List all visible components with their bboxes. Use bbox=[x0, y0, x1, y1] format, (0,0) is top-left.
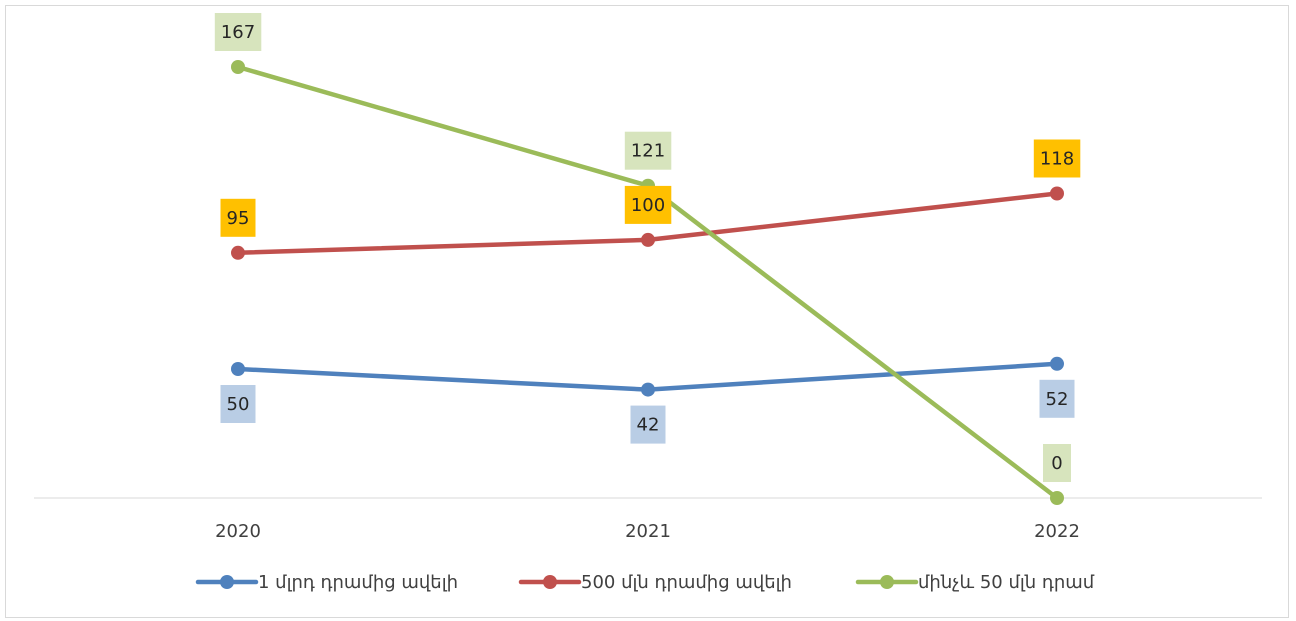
data-label-box bbox=[220, 385, 256, 423]
data-label: 50 bbox=[220, 385, 256, 423]
data-point bbox=[231, 60, 245, 74]
data-point bbox=[1050, 356, 1064, 371]
data-label-box bbox=[220, 198, 256, 237]
data-label-text: 0 bbox=[1051, 453, 1062, 474]
data-label-box bbox=[1033, 139, 1081, 178]
data-point bbox=[641, 382, 655, 397]
series-layer bbox=[231, 60, 1064, 505]
data-label-text: 95 bbox=[227, 208, 250, 229]
legend-marker bbox=[220, 575, 234, 589]
data-label-box bbox=[624, 185, 672, 224]
x-tick-label: 2021 bbox=[625, 521, 671, 542]
data-label-text: 121 bbox=[631, 141, 665, 162]
data-point bbox=[1050, 186, 1064, 201]
data-label-text: 42 bbox=[637, 415, 660, 436]
data-label-text: 100 bbox=[631, 195, 665, 216]
legend-label: 1 մլրդ դրամից ավելի bbox=[258, 572, 458, 593]
legend-item: մինչև 50 մլն դրամ bbox=[855, 572, 1095, 593]
legend-label: մինչև 50 մլն դրամ bbox=[918, 572, 1095, 593]
legend-item: 1 մլրդ դրամից ավելի bbox=[195, 572, 458, 593]
data-point bbox=[641, 232, 655, 247]
data-label: 167 bbox=[214, 13, 262, 51]
data-label: 42 bbox=[630, 405, 666, 444]
data-label: 95 bbox=[220, 198, 256, 237]
data-label: 52 bbox=[1039, 379, 1075, 418]
legend: 1 մլրդ դրամից ավելի 500 մլն դրամից ավելի մ… bbox=[195, 572, 1095, 593]
data-label-layer: 50 42 52 95 100 118 167 121 0 bbox=[214, 13, 1081, 482]
data-label-box bbox=[624, 131, 672, 170]
legend-item: 500 մլն դրամից ավելի bbox=[518, 572, 792, 593]
x-tick-label: 2020 bbox=[215, 521, 261, 542]
data-label-box bbox=[1043, 444, 1071, 482]
data-label-text: 50 bbox=[227, 394, 250, 415]
data-label: 0 bbox=[1043, 444, 1071, 482]
data-point bbox=[1050, 491, 1064, 505]
legend-label: 500 մլն դրամից ավելի bbox=[581, 572, 792, 593]
data-label-box bbox=[214, 13, 262, 51]
data-label: 121 bbox=[624, 131, 672, 170]
x-axis-ticks: 2020 2021 2022 bbox=[215, 521, 1080, 542]
data-label: 100 bbox=[624, 185, 672, 224]
legend-marker bbox=[543, 575, 557, 589]
data-label-box bbox=[630, 405, 666, 444]
data-point bbox=[231, 245, 245, 260]
data-label-box bbox=[1039, 379, 1075, 418]
data-label: 118 bbox=[1033, 139, 1081, 178]
data-label-text: 167 bbox=[221, 22, 255, 43]
data-label-text: 118 bbox=[1040, 149, 1074, 170]
data-point bbox=[231, 362, 245, 376]
legend-marker bbox=[880, 575, 894, 589]
chart-area bbox=[5, 5, 1289, 618]
x-tick-label: 2022 bbox=[1034, 521, 1080, 542]
data-label-text: 52 bbox=[1046, 389, 1069, 410]
